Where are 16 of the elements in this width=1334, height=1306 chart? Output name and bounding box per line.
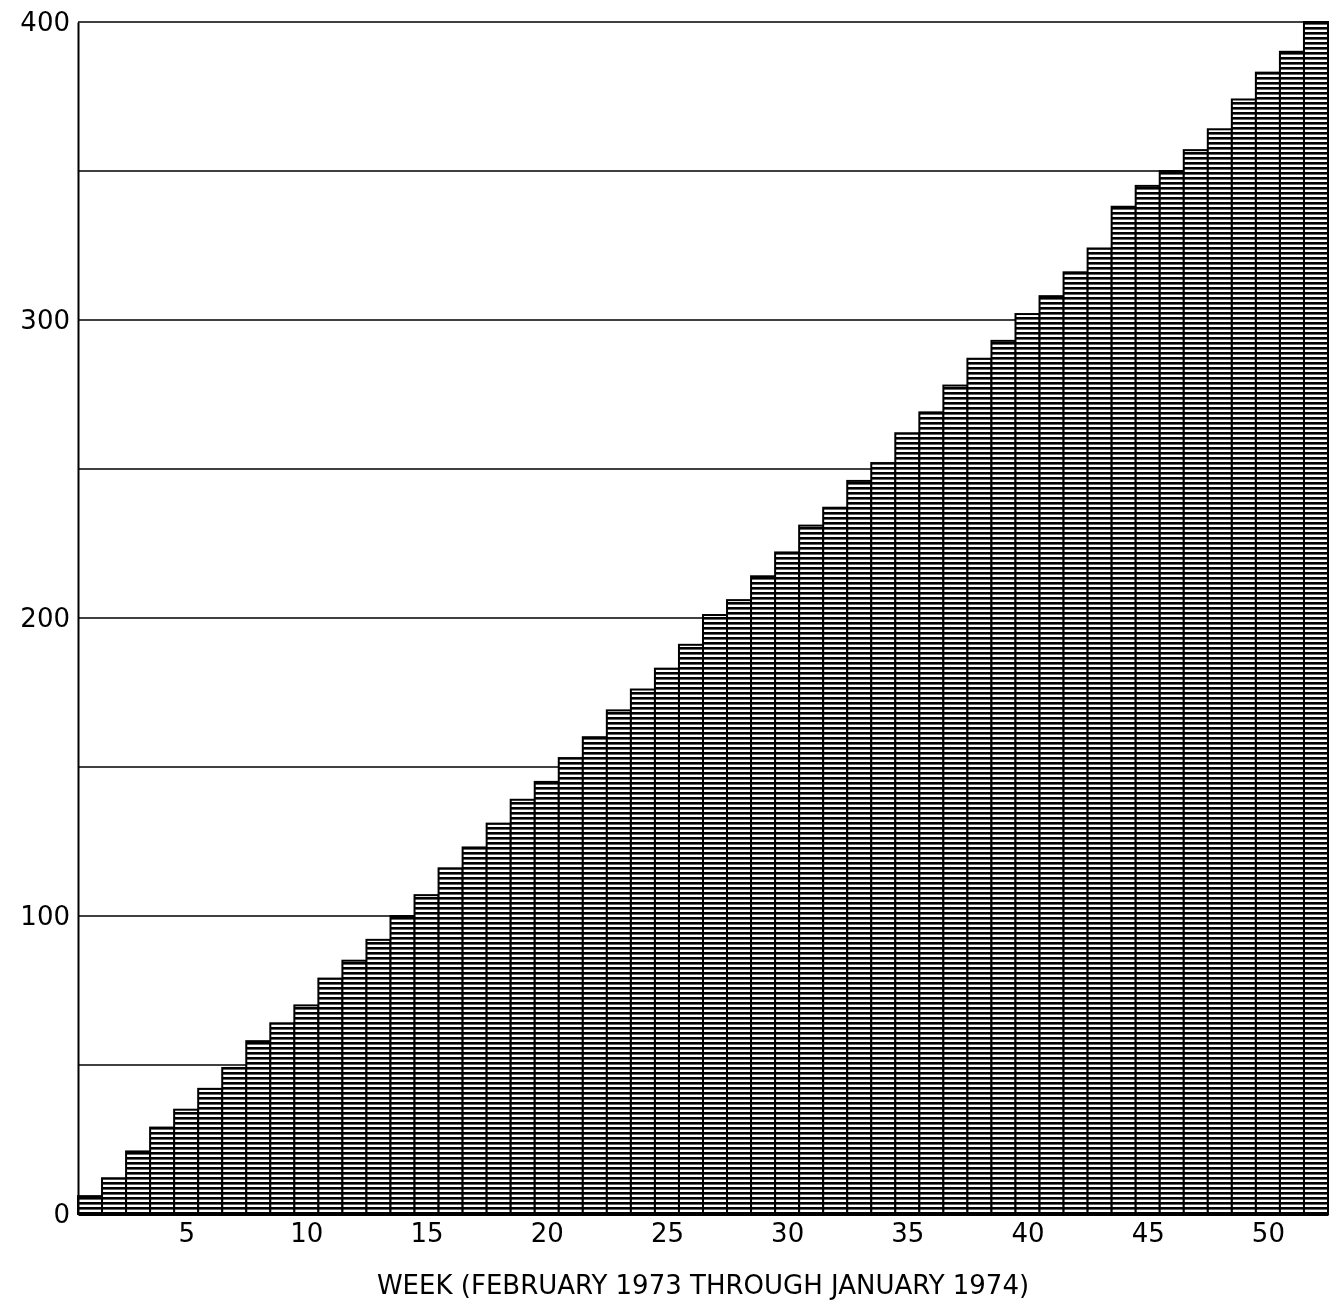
y-tick-label: 0 <box>53 1198 70 1229</box>
x-tick-label: 40 <box>1011 1218 1045 1249</box>
x-tick-label: 10 <box>290 1218 324 1249</box>
y-tick-label: 300 <box>20 304 70 335</box>
x-tick-label: 20 <box>530 1218 564 1249</box>
x-tick-label: 15 <box>410 1218 444 1249</box>
y-tick-label: 200 <box>20 602 70 633</box>
x-tick-label: 50 <box>1251 1218 1285 1249</box>
y-tick-label: 100 <box>20 900 70 931</box>
x-tick-label: 30 <box>771 1218 805 1249</box>
x-tick-label: 25 <box>650 1218 684 1249</box>
y-tick-label: 400 <box>20 6 70 37</box>
x-tick-label: 35 <box>891 1218 925 1249</box>
x-axis-title: WEEK (FEBRUARY 1973 THROUGH JANUARY 1974) <box>376 1270 1030 1300</box>
x-tick-label: 45 <box>1131 1218 1165 1249</box>
x-tick-label: 5 <box>178 1218 195 1249</box>
